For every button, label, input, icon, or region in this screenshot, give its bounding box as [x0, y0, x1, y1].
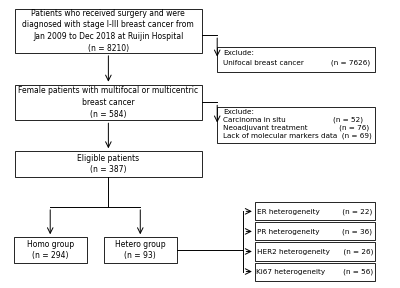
FancyBboxPatch shape	[217, 107, 375, 143]
Text: PR heterogeneity          (n = 36): PR heterogeneity (n = 36)	[257, 228, 372, 235]
Text: Eligible patients
(n = 387): Eligible patients (n = 387)	[77, 154, 140, 175]
FancyBboxPatch shape	[255, 222, 375, 240]
FancyBboxPatch shape	[255, 202, 375, 220]
FancyBboxPatch shape	[255, 242, 375, 261]
Text: Carcinoma in situ                     (n = 52): Carcinoma in situ (n = 52)	[223, 117, 363, 124]
Text: Female patients with multifocal or multicentric
breast cancer
(n = 584): Female patients with multifocal or multi…	[18, 86, 198, 119]
Text: Exclude:: Exclude:	[223, 50, 254, 56]
FancyBboxPatch shape	[14, 151, 202, 177]
Text: ER heterogeneity          (n = 22): ER heterogeneity (n = 22)	[257, 208, 372, 215]
Text: Exclude:: Exclude:	[223, 109, 254, 115]
Text: Ki67 heterogeneity        (n = 56): Ki67 heterogeneity (n = 56)	[256, 268, 373, 275]
Text: Homo group
(n = 294): Homo group (n = 294)	[27, 240, 74, 260]
FancyBboxPatch shape	[217, 47, 375, 72]
Text: Lack of molecular markers data  (n = 69): Lack of molecular markers data (n = 69)	[223, 133, 372, 139]
Text: Hetero group
(n = 93): Hetero group (n = 93)	[115, 240, 166, 260]
Text: Patients who received surgery and were
diagnosed with stage I-III breast cancer : Patients who received surgery and were d…	[22, 9, 194, 53]
Text: HER2 heterogeneity      (n = 26): HER2 heterogeneity (n = 26)	[256, 248, 373, 255]
FancyBboxPatch shape	[104, 237, 177, 263]
Text: Neoadjuvant treatment              (n = 76): Neoadjuvant treatment (n = 76)	[223, 125, 369, 131]
FancyBboxPatch shape	[14, 85, 202, 120]
FancyBboxPatch shape	[14, 9, 202, 53]
FancyBboxPatch shape	[14, 237, 87, 263]
Text: Unifocal breast cancer            (n = 7626): Unifocal breast cancer (n = 7626)	[223, 60, 370, 66]
FancyBboxPatch shape	[255, 263, 375, 281]
